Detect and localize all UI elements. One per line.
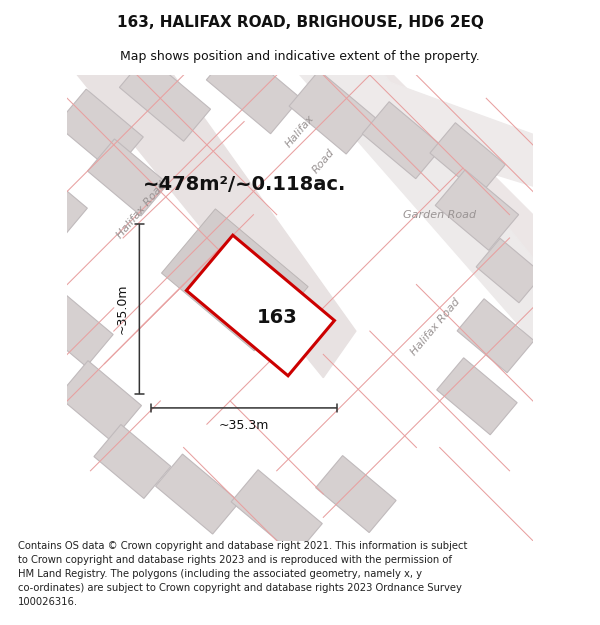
Polygon shape <box>187 235 334 376</box>
Polygon shape <box>289 71 376 154</box>
Polygon shape <box>230 0 600 331</box>
Polygon shape <box>40 296 113 367</box>
Polygon shape <box>323 75 600 214</box>
Text: Map shows position and indicative extent of the property.: Map shows position and indicative extent… <box>120 50 480 62</box>
Text: Contains OS data © Crown copyright and database right 2021. This information is : Contains OS data © Crown copyright and d… <box>18 541 467 607</box>
Text: Halifax: Halifax <box>284 112 316 149</box>
Polygon shape <box>457 299 534 372</box>
Polygon shape <box>155 454 239 534</box>
Polygon shape <box>161 209 308 351</box>
Text: Road: Road <box>310 147 336 175</box>
Polygon shape <box>19 173 88 239</box>
Polygon shape <box>300 28 600 447</box>
Text: Halifax Road: Halifax Road <box>409 296 461 357</box>
Polygon shape <box>94 424 171 499</box>
Text: Garden Road: Garden Road <box>403 210 476 219</box>
Polygon shape <box>362 102 443 179</box>
Text: ~478m²/~0.118ac.: ~478m²/~0.118ac. <box>142 175 346 194</box>
Text: Halifax Road: Halifax Road <box>115 179 168 241</box>
Polygon shape <box>435 170 518 251</box>
Polygon shape <box>231 470 322 556</box>
Polygon shape <box>56 89 143 172</box>
Text: ~35.0m: ~35.0m <box>115 284 128 334</box>
Polygon shape <box>20 0 356 378</box>
Text: 163, HALIFAX ROAD, BRIGHOUSE, HD6 2EQ: 163, HALIFAX ROAD, BRIGHOUSE, HD6 2EQ <box>116 15 484 30</box>
Text: ~35.3m: ~35.3m <box>219 419 269 432</box>
Polygon shape <box>476 238 543 302</box>
Polygon shape <box>437 357 517 435</box>
Polygon shape <box>88 139 168 216</box>
Text: 163: 163 <box>256 308 297 327</box>
Polygon shape <box>119 55 211 141</box>
Polygon shape <box>206 44 301 134</box>
Polygon shape <box>316 456 396 532</box>
Polygon shape <box>430 122 505 195</box>
Polygon shape <box>58 361 142 441</box>
